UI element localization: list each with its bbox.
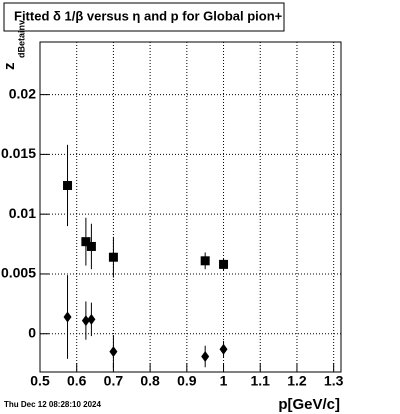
title-box [3,2,285,32]
marker [81,237,91,247]
x-tick-label: 1.3 [324,373,344,389]
x-tick-label: 0.8 [140,373,160,389]
footer: Thu Dec 12 08:28:10 2024 [4,400,101,409]
y-tick-label: 0 [28,324,36,340]
y-tick-label: 0.01 [9,205,36,221]
chart-title: Fitted δ 1/β versus η and p for Global p… [14,8,283,23]
y-tick-label: 0.005 [1,265,36,281]
marker [63,311,72,323]
marker [81,315,90,327]
x-tick-label: 0.9 [177,373,197,389]
y-axis-label-sub: dBetainv [16,20,26,58]
marker [200,256,210,266]
marker [219,343,228,355]
x-tick-label: 1.2 [287,373,307,389]
x-tick-label: 1 [220,373,228,389]
marker [63,180,73,190]
marker [109,346,118,358]
marker [87,313,96,325]
x-axis-label: p[GeV/c] [278,396,340,413]
marker [201,350,210,362]
x-tick-label: 0.6 [67,373,87,389]
y-axis-label: z [1,63,18,71]
y-tick-label: 0.015 [1,145,36,161]
x-tick-label: 1.1 [251,373,271,389]
marker [219,259,229,269]
marker [86,241,96,251]
y-tick-label: 0.02 [9,85,36,101]
marker [108,252,118,262]
x-tick-label: 0.5 [30,373,50,389]
x-tick-label: 0.7 [104,373,124,389]
